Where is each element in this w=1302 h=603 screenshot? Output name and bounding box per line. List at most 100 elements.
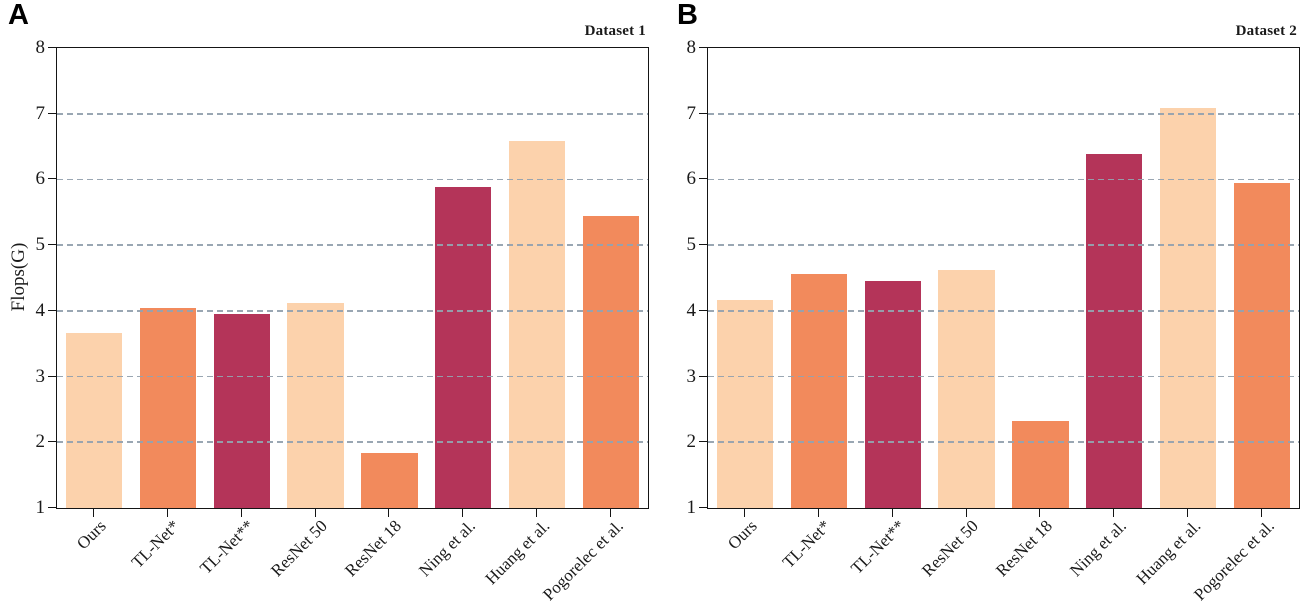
panel-a-letter: A bbox=[8, 0, 29, 31]
y-tick-mark-5 bbox=[699, 244, 708, 246]
x-tick-label-3: TL-Net** bbox=[846, 516, 909, 578]
bar-slot bbox=[279, 48, 353, 508]
gridline-y-2 bbox=[708, 441, 1299, 444]
y-tick-mark-6 bbox=[48, 178, 57, 180]
x-tick-mark-8 bbox=[610, 508, 612, 517]
gridline-y-2 bbox=[57, 441, 648, 444]
bar-ning-et-al bbox=[1086, 154, 1143, 508]
y-tick-mark-3 bbox=[699, 375, 708, 377]
plot-area-dataset-2: 1 2 3 4 5 6 7 8 Ours TL-Net* TL-Net** ResNet 50 ResN… bbox=[687, 37, 1300, 603]
x-tick-mark-2 bbox=[166, 508, 168, 517]
x-tick-mark-6 bbox=[462, 508, 464, 517]
x-tick-mark-1 bbox=[743, 508, 745, 517]
bar-tl-net bbox=[139, 307, 196, 508]
bar-pogorelec-et-al bbox=[582, 215, 640, 508]
bar-resnet-18 bbox=[361, 453, 418, 508]
gridline-y-5 bbox=[57, 244, 648, 246]
bar-slot bbox=[574, 48, 648, 508]
y-tick-mark-6 bbox=[699, 178, 708, 180]
y-tick-label-4: 4 bbox=[35, 299, 46, 321]
y-tick-label-2: 2 bbox=[686, 431, 697, 453]
y-tick-label-1: 1 bbox=[35, 497, 46, 518]
x-tick-label-4: ResNet 50 bbox=[918, 516, 983, 581]
x-tick-label-4: ResNet 50 bbox=[267, 516, 332, 581]
bar-slot bbox=[1151, 48, 1225, 508]
x-tick-label-1: Ours bbox=[723, 516, 761, 554]
x-tick-label-2: TL-Net* bbox=[779, 516, 835, 572]
bar-slot bbox=[708, 48, 782, 508]
x-tick-label-1: Ours bbox=[72, 516, 110, 554]
y-tick-label-7: 7 bbox=[686, 102, 697, 124]
gridline-y-3 bbox=[708, 375, 1299, 378]
panel-b-title: Dataset 2 bbox=[1235, 23, 1297, 39]
y-tick-label-6: 6 bbox=[686, 168, 697, 190]
gridline-y-6 bbox=[708, 178, 1299, 181]
y-tick-mark-1 bbox=[699, 507, 708, 508]
bar-slot bbox=[205, 48, 279, 508]
y-tick-label-7: 7 bbox=[35, 102, 46, 124]
bar-slot bbox=[1004, 48, 1078, 508]
panel-a-title: Dataset 1 bbox=[584, 23, 646, 39]
x-tick-label-3: TL-Net** bbox=[195, 516, 258, 578]
gridline-y-7 bbox=[57, 112, 648, 115]
y-tick-mark-1 bbox=[48, 507, 57, 508]
bar-ning-et-al bbox=[435, 187, 492, 508]
x-tick-mark-3 bbox=[891, 508, 893, 517]
bar-pogorelec-et-al bbox=[1233, 183, 1291, 508]
bar-tl-net bbox=[213, 313, 270, 508]
x-tick-label-6: Ning et al. bbox=[415, 516, 480, 581]
bar-slot bbox=[856, 48, 930, 508]
y-tick-label-1: 1 bbox=[686, 497, 697, 518]
panel-a: A Dataset 1 Flops(G) 1 2 3 4 5 6 7 8 Ours TL-Net*… bbox=[8, 0, 649, 603]
y-tick-label-3: 3 bbox=[35, 365, 46, 387]
bar-tl-net bbox=[790, 274, 847, 508]
bar-slot bbox=[353, 48, 427, 508]
gridline-y-4 bbox=[708, 310, 1299, 312]
y-tick-label-4: 4 bbox=[686, 299, 697, 321]
x-tick-label-7: Huang et al. bbox=[481, 516, 553, 589]
x-tick-mark-5 bbox=[388, 508, 390, 517]
bar-resnet-18 bbox=[1012, 420, 1069, 508]
bar-slot bbox=[131, 48, 205, 508]
x-tick-mark-8 bbox=[1261, 508, 1263, 517]
x-tick-mark-3 bbox=[240, 508, 242, 517]
bar-slot bbox=[57, 48, 131, 508]
y-tick-label-8: 8 bbox=[35, 37, 46, 58]
bar-resnet-50 bbox=[287, 302, 344, 508]
bar-resnet-50 bbox=[938, 270, 995, 508]
x-tick-mark-2 bbox=[817, 508, 819, 517]
y-tick-label-5: 5 bbox=[35, 234, 46, 256]
bar-ours bbox=[65, 333, 122, 508]
gridline-y-3 bbox=[57, 375, 648, 378]
x-tick-label-2: TL-Net* bbox=[128, 516, 184, 572]
x-tick-mark-1 bbox=[92, 508, 94, 517]
bar-slot bbox=[500, 48, 574, 508]
bar-huang-et-al bbox=[1160, 108, 1217, 508]
bar-ours bbox=[716, 299, 773, 508]
bar-slot bbox=[782, 48, 856, 508]
x-tick-mark-6 bbox=[1113, 508, 1115, 517]
bar-slot bbox=[1225, 48, 1299, 508]
y-tick-mark-4 bbox=[48, 309, 57, 311]
x-tick-mark-5 bbox=[1039, 508, 1041, 517]
y-tick-label-5: 5 bbox=[686, 234, 697, 256]
x-tick-mark-7 bbox=[1187, 508, 1189, 517]
y-tick-label-8: 8 bbox=[686, 37, 697, 58]
plot-area-dataset-1: 1 2 3 4 5 6 7 8 Ours TL-Net* TL-Net** ResNet 50 ResN… bbox=[36, 37, 649, 603]
panel-b-letter: B bbox=[677, 0, 698, 31]
gridline-y-6 bbox=[57, 178, 648, 181]
x-tick-label-6: Ning et al. bbox=[1066, 516, 1131, 581]
bar-slot bbox=[930, 48, 1004, 508]
y-tick-mark-7 bbox=[699, 112, 708, 114]
gridline-y-7 bbox=[708, 112, 1299, 115]
x-tick-mark-7 bbox=[536, 508, 538, 517]
gridline-y-5 bbox=[708, 244, 1299, 246]
gridline-y-4 bbox=[57, 310, 648, 312]
y-tick-mark-2 bbox=[699, 441, 708, 443]
y-tick-mark-5 bbox=[48, 244, 57, 246]
panel-b: B Dataset 2 1 2 3 4 5 6 7 8 Ours TL-Net* TL-Net** R… bbox=[651, 0, 1302, 603]
x-tick-label-5: ResNet 18 bbox=[341, 516, 406, 581]
y-tick-mark-8 bbox=[699, 47, 708, 48]
y-tick-label-2: 2 bbox=[35, 431, 46, 453]
